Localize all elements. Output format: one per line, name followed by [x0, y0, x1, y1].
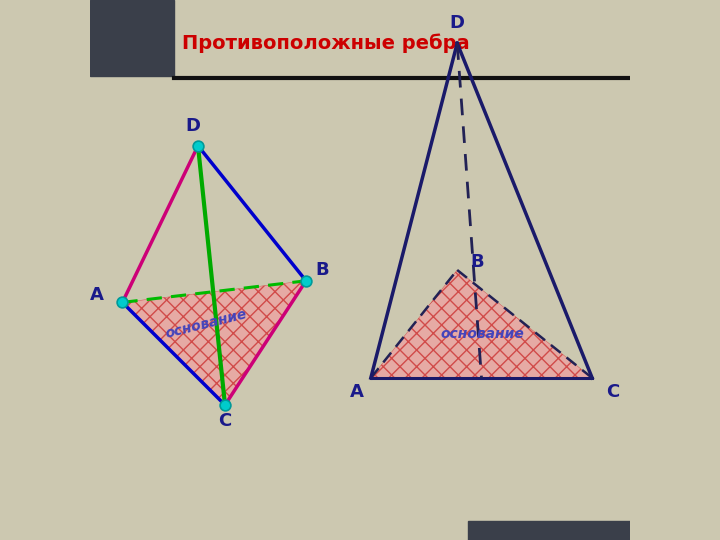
Text: C: C: [218, 411, 232, 429]
Polygon shape: [371, 270, 593, 378]
Text: B: B: [471, 253, 485, 271]
Point: [117, 298, 128, 307]
Text: A: A: [351, 383, 364, 401]
Text: C: C: [606, 383, 619, 401]
Text: D: D: [185, 117, 200, 134]
Point: [300, 276, 312, 285]
Bar: [468, 521, 630, 540]
Text: основание: основание: [440, 327, 524, 341]
Text: A: A: [89, 286, 104, 303]
Bar: [90, 0, 174, 76]
Text: D: D: [450, 14, 464, 32]
Text: основание: основание: [163, 307, 248, 341]
Text: B: B: [316, 261, 329, 279]
Point: [219, 401, 230, 409]
Polygon shape: [122, 281, 306, 405]
Text: Противоположные ребра: Противоположные ребра: [181, 33, 469, 53]
Point: [192, 141, 204, 150]
